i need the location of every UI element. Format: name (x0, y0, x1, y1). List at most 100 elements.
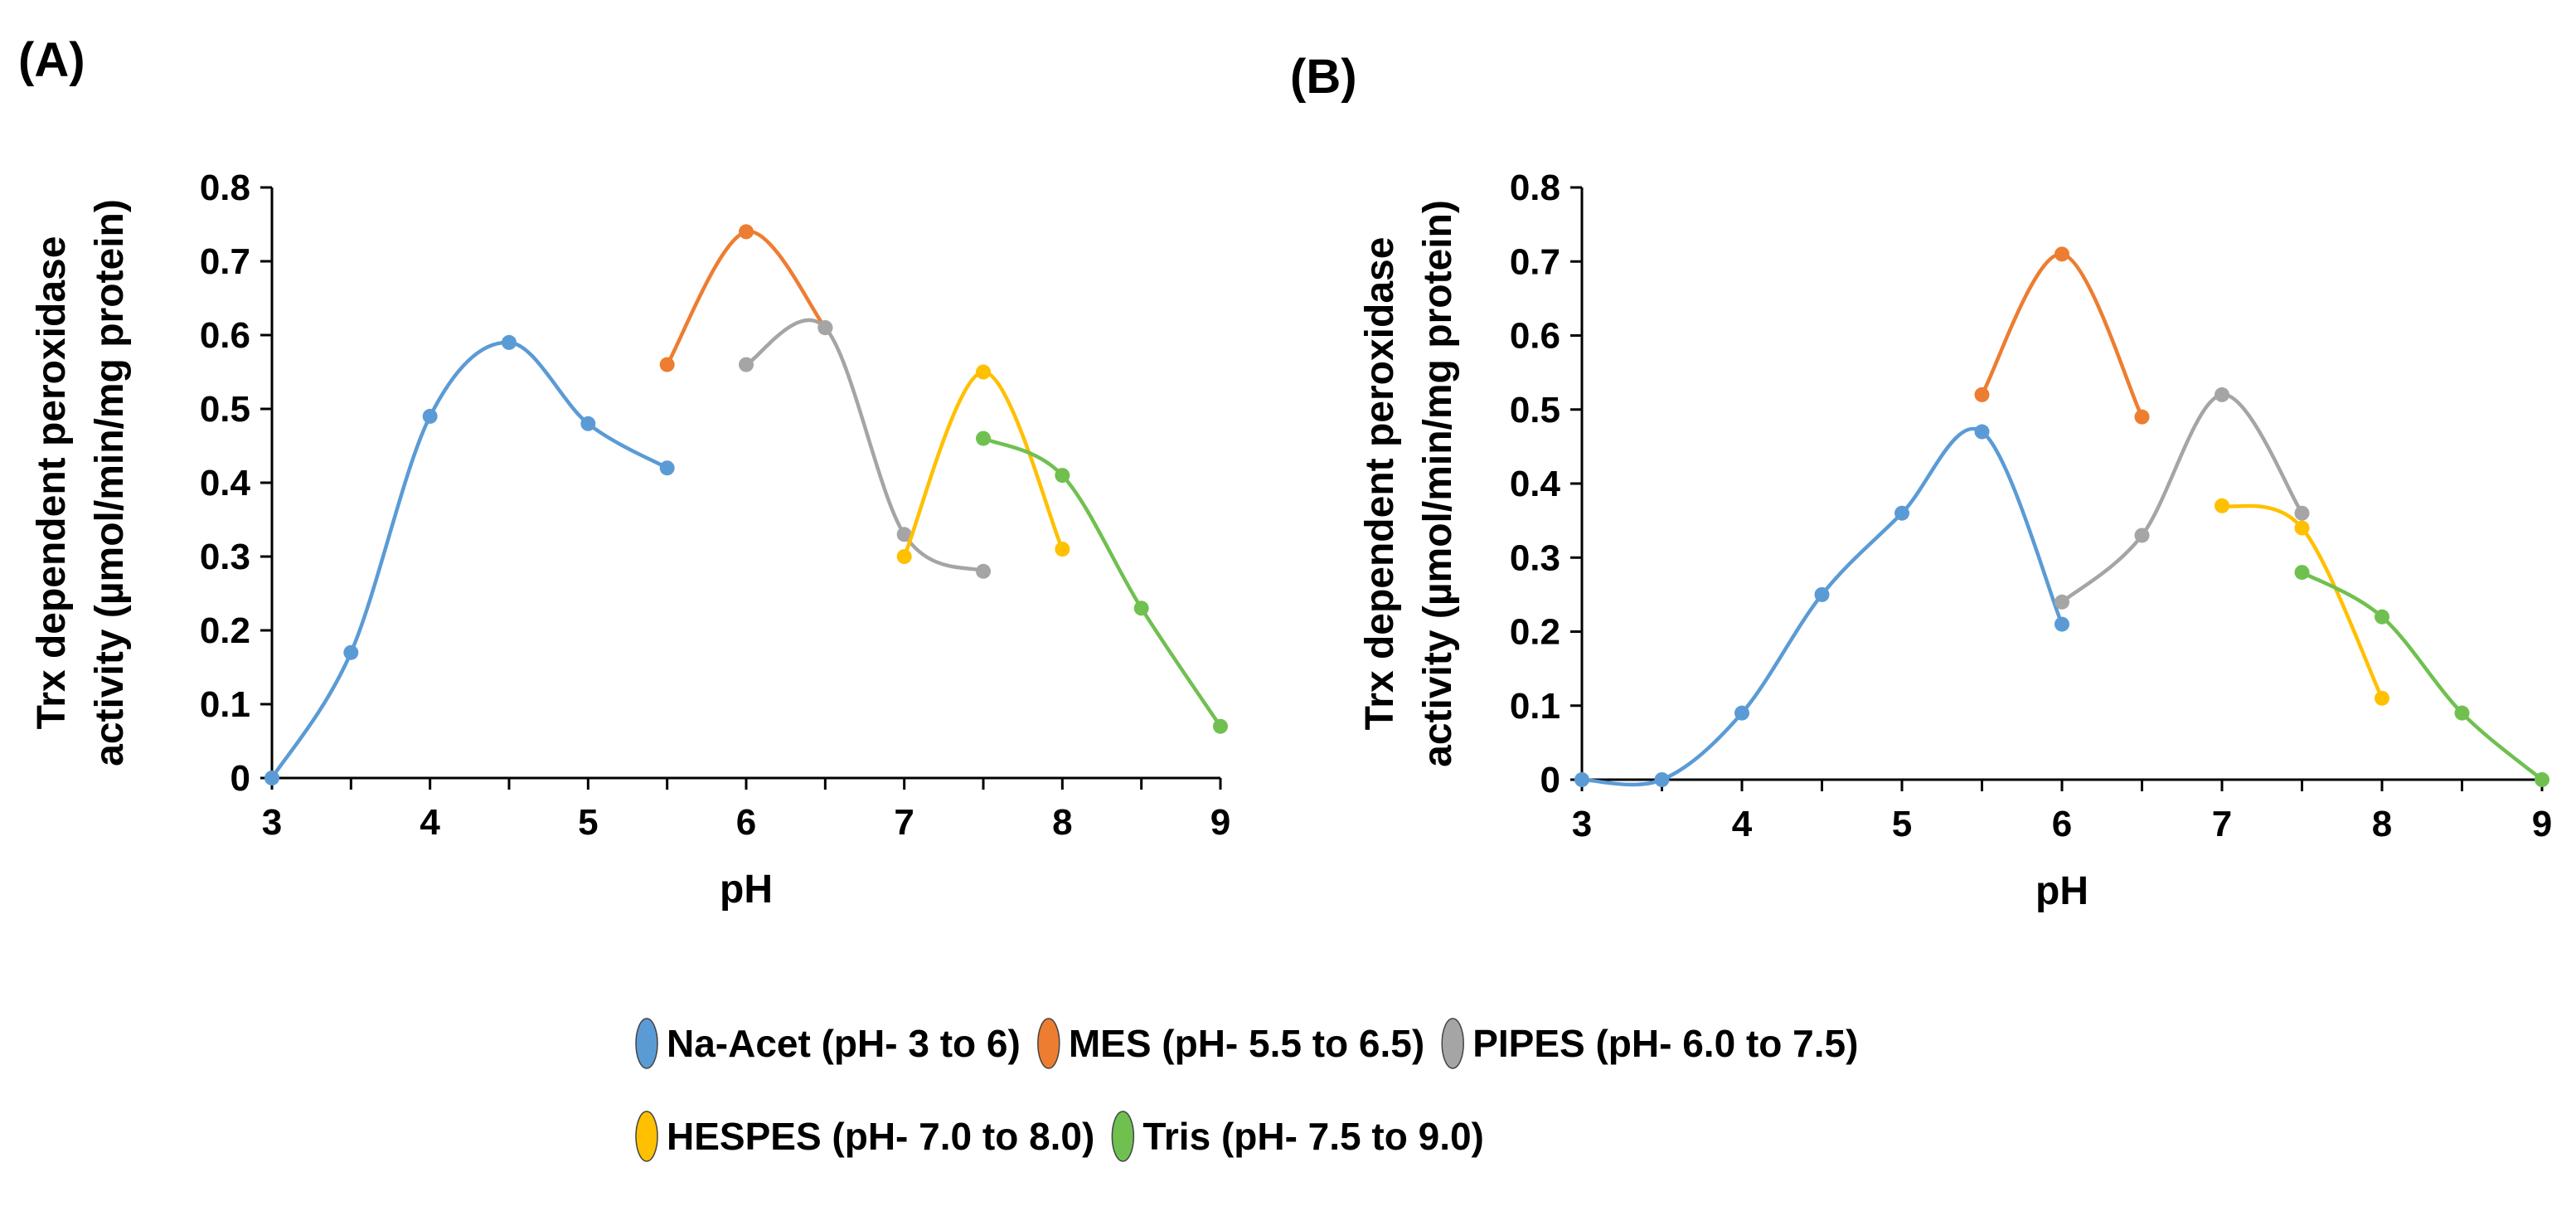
data-point-na-acet (580, 416, 596, 431)
x-tick-label: 9 (2532, 804, 2552, 844)
legend-label: PIPES (pH- 6.0 to 7.5) (1472, 1022, 1858, 1065)
data-point-na-acet (1574, 772, 1589, 787)
data-point-tris (1055, 468, 1070, 484)
x-tick-label: 3 (262, 802, 282, 843)
y-tick-label: 0 (1540, 760, 1560, 800)
data-point-na-acet (1814, 586, 1830, 602)
x-axis-title: pH (2035, 869, 2088, 913)
data-point-na-acet (264, 771, 279, 785)
legend-item: Tris (pH- 7.5 to 9.0) (1111, 1111, 1484, 1162)
y-tick-label: 0.3 (200, 537, 250, 577)
x-tick-label: 3 (1572, 804, 1592, 844)
data-point-na-acet (1654, 772, 1670, 787)
legend-label: Tris (pH- 7.5 to 9.0) (1142, 1115, 1484, 1158)
data-point-tris (976, 430, 991, 446)
data-point-pipes (2294, 505, 2310, 521)
data-point-hespes (2215, 498, 2229, 513)
series-na-acet (1574, 424, 2069, 787)
data-point-tris (2535, 772, 2549, 787)
data-point-tris (2375, 609, 2389, 625)
chart-panel-a: (A) 0 0.1 0.2 0.3 0.4 0.5 0.6 0.7 0.8 3 4 5 6 7 8 9 pH Trx… (18, 33, 1230, 912)
data-point-na-acet (1974, 424, 1990, 440)
series-mes (1974, 246, 2150, 425)
series-na-acet (264, 334, 675, 785)
data-point-pipes (2054, 594, 2069, 610)
y-tick-label: 0.7 (200, 241, 250, 282)
legend-swatch (635, 1111, 658, 1162)
y-tick-label: 0.4 (1510, 464, 1561, 504)
chart-panel-b: (B) 0 0.1 0.2 0.3 0.4 0.5 0.6 0.7 0.8 3 4 5 6 7 8 9 pH Trx… (1290, 50, 2552, 913)
legend-item: Na-Acet (pH- 3 to 6) (635, 1018, 1021, 1069)
y-tick-label: 0.8 (1510, 168, 1560, 208)
data-point-tris (1213, 718, 1228, 734)
x-tick-label: 8 (2372, 804, 2392, 844)
series-line-mes (665, 230, 827, 366)
data-point-tris (2294, 565, 2310, 581)
legend-swatch (1111, 1111, 1135, 1162)
data-point-mes (739, 224, 754, 240)
legend-item: PIPES (pH- 6.0 to 7.5) (1441, 1018, 1858, 1069)
y-axis-title-line-1: Trx dependent peroxidase (1358, 237, 1402, 731)
x-tick-label: 5 (578, 802, 598, 843)
data-point-tris (1133, 601, 1149, 616)
data-point-mes (2054, 246, 2069, 262)
x-tick-label: 8 (1052, 802, 1072, 843)
data-point-na-acet (1734, 705, 1749, 721)
series-line-tris (2301, 571, 2544, 781)
series-line-tris (982, 436, 1222, 727)
data-point-mes (1974, 387, 1990, 402)
x-axis-title: pH (720, 868, 773, 912)
panel-label: (B) (1290, 50, 1357, 104)
data-point-na-acet (422, 408, 438, 424)
series-tris (2294, 565, 2549, 787)
x-tick-label: 4 (420, 802, 440, 843)
legend-item: MES (pH- 5.5 to 6.5) (1037, 1018, 1424, 1069)
x-tick-label: 4 (1732, 804, 1753, 844)
y-tick-label: 0.6 (1510, 316, 1560, 357)
legend-swatch (1441, 1018, 1464, 1069)
y-tick-label: 0.6 (200, 315, 250, 356)
y-tick-label: 0.4 (200, 463, 251, 503)
panel-label: (A) (18, 33, 85, 87)
y-axis-title-line-2: activity (µmol/min/mg protein) (88, 199, 132, 766)
legend-label: HESPES (pH- 7.0 to 8.0) (667, 1115, 1094, 1158)
x-tick-label: 6 (736, 802, 756, 843)
legend-swatch (1037, 1018, 1060, 1069)
data-point-pipes (2215, 387, 2229, 402)
data-point-hespes (2375, 690, 2389, 706)
series-hespes (896, 364, 1070, 564)
legend-label: Na-Acet (pH- 3 to 6) (667, 1022, 1021, 1065)
data-point-hespes (2294, 520, 2310, 536)
y-tick-label: 0.1 (1510, 686, 1560, 727)
y-tick-label: 0.1 (200, 684, 250, 725)
series-hespes (2215, 498, 2389, 706)
legend: Na-Acet (pH- 3 to 6) MES (pH- 5.5 to 6.5)… (635, 1018, 1858, 1162)
series-pipes (739, 318, 991, 579)
y-tick-label: 0.2 (1510, 612, 1560, 653)
series-line-hespes (2221, 503, 2384, 699)
data-point-hespes (896, 549, 912, 564)
series-tris (976, 430, 1228, 734)
legend-swatch (635, 1018, 658, 1069)
data-point-tris (2454, 705, 2470, 721)
y-tick-label: 0.8 (200, 168, 250, 208)
x-tick-label: 5 (1892, 804, 1912, 844)
series-line-pipes (745, 318, 984, 573)
y-tick-label: 0.7 (1510, 241, 1560, 282)
data-point-hespes (1055, 542, 1070, 557)
y-tick-label: 0.3 (1510, 537, 1560, 578)
series-pipes (2054, 387, 2310, 610)
y-tick-label: 0.5 (200, 389, 250, 430)
data-point-pipes (817, 320, 833, 336)
data-point-mes (2134, 409, 2150, 425)
series-line-hespes (902, 370, 1065, 557)
y-axis-title-line-2: activity (µmol/min/mg protein) (1416, 200, 1460, 767)
x-tick-label: 9 (1210, 802, 1230, 843)
y-axis-title-line-1: Trx dependent peroxidase (30, 236, 74, 730)
data-point-hespes (976, 364, 991, 380)
data-point-na-acet (1894, 505, 1909, 521)
data-point-pipes (896, 527, 912, 542)
series-line-na-acet (270, 340, 668, 780)
